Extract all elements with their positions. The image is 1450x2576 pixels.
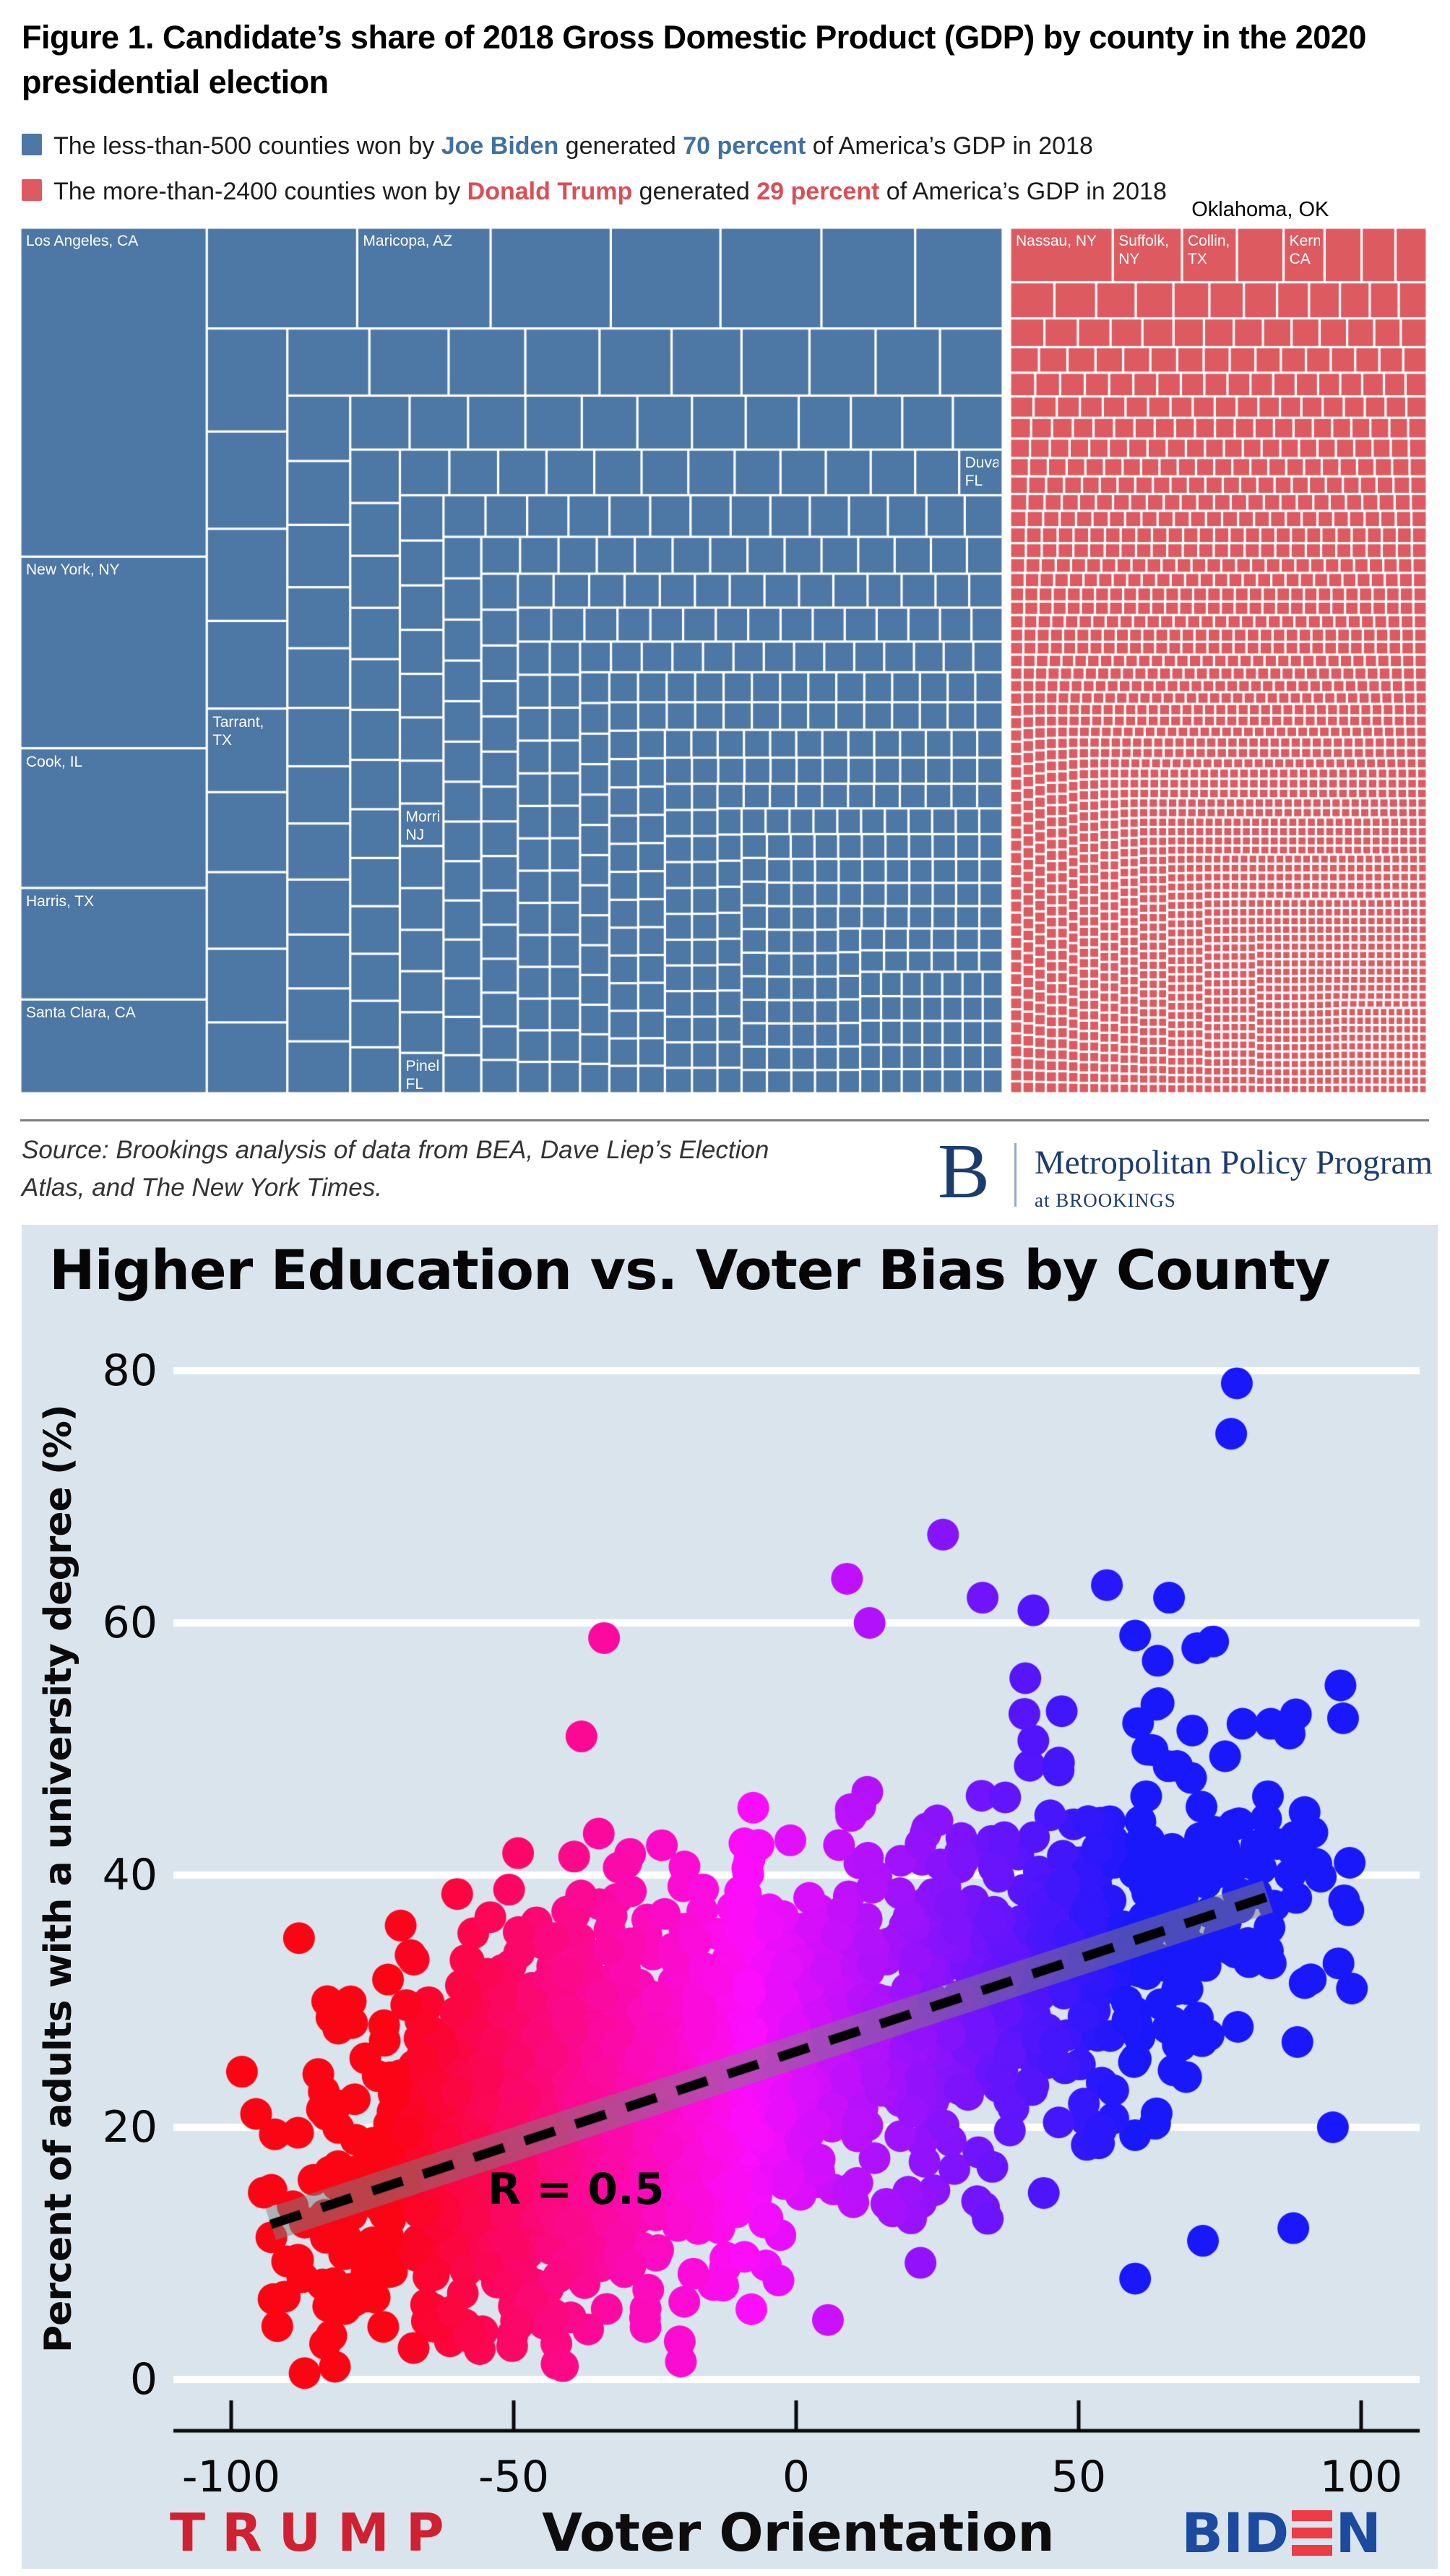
brookings-logo-sub-name: BROOKINGS [1056, 1189, 1176, 1211]
y-tick-label: 60 [102, 1598, 157, 1648]
biden-logo-letter: N [1335, 2501, 1381, 2565]
trump-legend-text: The more-than-2400 counties won by Donal… [53, 178, 1167, 206]
y-tick-label: 40 [102, 1850, 157, 1900]
x-tick-label: 100 [1319, 2452, 1403, 2502]
biden-legend-text: The less-than-500 counties won by Joe Bi… [53, 132, 1093, 160]
biden-logo-e-stripes [1292, 2510, 1333, 2556]
x-tick-label: 0 [782, 2452, 811, 2502]
source-note-line2: Atlas, and The New York Times. [22, 1173, 382, 1202]
correlation-annotation: R = 0.5 [488, 2164, 665, 2215]
trump-legend-swatch [22, 179, 42, 201]
x-tick-label: 50 [1050, 2452, 1107, 2502]
brookings-logo-divider [1014, 1143, 1017, 1207]
source-note-line1: Source: Brookings analysis of data from … [22, 1136, 769, 1164]
figure1-title-line2: presidential election [22, 64, 329, 100]
legend-stat: 29 percent [756, 178, 880, 205]
biden-logo-letter: B [1181, 2501, 1224, 2565]
gdp-treemap-canvas [20, 228, 1427, 1093]
legend-text-prefix: The less-than-500 counties won by [53, 132, 441, 160]
scatter-plot-canvas [22, 1225, 1438, 2569]
divider-rule [20, 1119, 1429, 1121]
legend-text-suffix: of America’s GDP in 2018 [806, 132, 1093, 160]
x-axis-label: Voter Orientation [542, 2502, 1055, 2563]
biden-logo-letter: D [1243, 2501, 1290, 2565]
y-tick-label: 20 [102, 2102, 157, 2153]
brookings-logo-sub: at BROOKINGS [1035, 1189, 1176, 1212]
legend-text-prefix: The more-than-2400 counties won by [53, 178, 467, 205]
scatter-title: Higher Education vs. Voter Bias by Count… [49, 1238, 1331, 1302]
treemap-callout-label: Oklahoma, OK [1191, 198, 1329, 221]
legend-stat: 70 percent [683, 132, 806, 160]
biden-logo-letter: I [1223, 2501, 1244, 2565]
legend-candidate-name: Joe Biden [441, 132, 559, 160]
figure1-title-line1: Figure 1. Candidate’s share of 2018 Gros… [22, 19, 1366, 56]
biden-legend-swatch [22, 134, 42, 155]
scatter-figure: Higher Education vs. Voter Bias by Count… [22, 1225, 1438, 2569]
x-tick-label: -100 [181, 2452, 281, 2502]
brookings-logo-sub-prefix: at [1035, 1189, 1056, 1211]
y-tick-label: 0 [129, 2354, 157, 2405]
legend-candidate-name: Donald Trump [467, 178, 633, 205]
legend-text-suffix: of America’s GDP in 2018 [879, 178, 1167, 205]
trump-axis-label: TRUMP [170, 2502, 461, 2563]
x-tick-label: -50 [478, 2452, 549, 2502]
y-tick-label: 80 [102, 1345, 157, 1396]
brookings-logo-program: Metropolitan Policy Program [1035, 1144, 1433, 1181]
brookings-logo-b: B [938, 1129, 991, 1215]
legend-text-middle: generated [558, 132, 683, 160]
legend-text-middle: generated [632, 178, 757, 205]
